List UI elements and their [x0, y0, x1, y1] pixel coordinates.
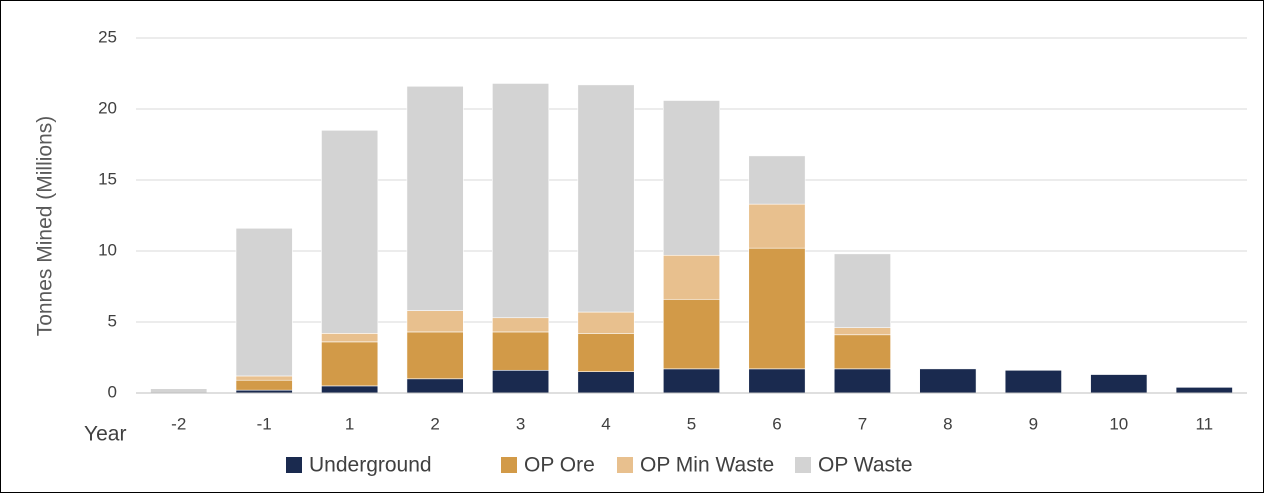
bar-underground-year-10	[1090, 374, 1148, 394]
x-tick-label: -1	[257, 414, 272, 433]
bar-op-waste-year-7	[833, 253, 891, 328]
bar-op-ore-year-7	[833, 334, 891, 370]
y-tick-label: 15	[98, 169, 117, 188]
bar-op-ore-year-4	[577, 333, 635, 372]
legend-label: OP Min Waste	[640, 454, 774, 477]
x-tick-label: 4	[601, 414, 610, 433]
bar-underground-year-11	[1175, 387, 1233, 394]
x-tick-label: 2	[430, 414, 439, 433]
x-tick-label: 6	[772, 414, 781, 433]
bar-op-min-waste-year-5	[662, 254, 721, 300]
y-tick-label: 25	[98, 27, 117, 46]
y-axis-label: Tonnes Mined (Millions)	[34, 116, 57, 337]
bar-underground-year-9	[1004, 369, 1062, 394]
y-tick-label: 20	[98, 98, 117, 117]
bar-op-waste-year-5	[662, 100, 721, 256]
bar-op-min-waste-year--1	[235, 375, 293, 381]
legend-label: Underground	[309, 454, 432, 477]
legend: Underground OP Ore OP Min Waste OP Waste	[286, 454, 913, 477]
y-tick-label: 0	[108, 382, 117, 401]
bar-op-ore-year-3	[492, 331, 550, 371]
bar-underground-year-5	[662, 368, 721, 394]
bar-op-ore-year-6	[748, 247, 806, 370]
y-tick-labels: 0 5 10 15 20 25	[98, 27, 117, 401]
x-tick-label: 3	[516, 414, 525, 433]
legend-swatch-op-waste	[795, 457, 811, 473]
legend-swatch-op-ore	[501, 457, 517, 473]
bar-op-min-waste-year-6	[748, 203, 806, 249]
bar-op-ore-year-5	[662, 298, 721, 370]
x-axis-label: Year	[84, 423, 126, 446]
bar-op-ore-year--1	[235, 379, 293, 391]
x-tick-label: 7	[858, 414, 867, 433]
bar-underground-year-3	[492, 369, 550, 394]
bar-op-ore-year-1	[321, 341, 379, 387]
x-tick-label: 8	[943, 414, 952, 433]
bar-op-waste-year--2	[150, 388, 208, 394]
x-tick-label: 9	[1029, 414, 1038, 433]
x-tick-label: 11	[1195, 414, 1213, 433]
bar-op-min-waste-year-2	[406, 310, 464, 333]
bar-op-ore-year-2	[406, 331, 464, 380]
bar-underground-year-7	[833, 368, 891, 394]
bar-underground-year-8	[919, 368, 977, 394]
y-tick-label: 10	[98, 240, 117, 259]
bar-op-waste-year-6	[748, 155, 806, 205]
bars	[150, 83, 1233, 394]
bar-op-waste-year-1	[321, 130, 379, 334]
bar-underground-year-6	[748, 368, 806, 394]
bar-op-waste-year-4	[577, 84, 635, 313]
y-tick-label: 5	[108, 311, 117, 330]
x-tick-label: 5	[687, 414, 696, 433]
legend-swatch-underground	[286, 457, 302, 473]
bar-op-min-waste-year-3	[492, 317, 550, 333]
bar-op-min-waste-year-4	[577, 311, 635, 334]
bar-op-waste-year--1	[235, 227, 293, 377]
bar-underground-year-2	[406, 378, 464, 394]
bar-underground-year-1	[321, 385, 379, 394]
x-tick-label: -2	[171, 414, 186, 433]
bar-underground-year-4	[577, 371, 635, 394]
legend-label: OP Waste	[818, 454, 913, 477]
x-tick-label: 1	[345, 414, 354, 433]
bar-op-min-waste-year-7	[833, 327, 891, 336]
bar-op-min-waste-year-1	[321, 333, 379, 343]
legend-swatch-op-min-waste	[617, 457, 633, 473]
x-tick-label: 10	[1109, 414, 1128, 433]
legend-label: OP Ore	[524, 454, 595, 477]
bar-op-waste-year-2	[406, 85, 464, 311]
bar-op-waste-year-3	[492, 83, 550, 319]
x-tick-labels: -2 -1 1 2 3 4 5 6 7 8 9 10 11	[171, 414, 1213, 433]
